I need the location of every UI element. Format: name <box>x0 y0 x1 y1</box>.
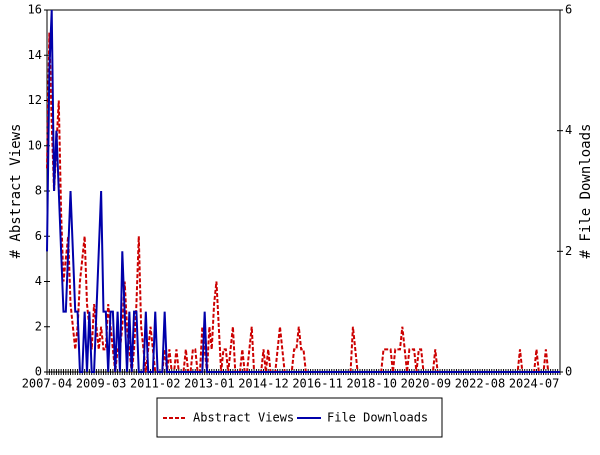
y-tick-label: 16 <box>28 3 42 17</box>
x-tick-label: 2016-11 <box>292 377 343 391</box>
y-tick-label: 10 <box>28 138 42 152</box>
x-tick-label: 2024-07 <box>509 377 560 391</box>
y-tick-label: 6 <box>35 229 42 243</box>
y-tick-label: 12 <box>28 93 42 107</box>
x-tick-label: 2020-09 <box>401 377 452 391</box>
y-tick-label: 4 <box>35 274 42 288</box>
x-tick-label: 2007-04 <box>22 377 73 391</box>
y2-axis-label: # File Downloads <box>578 124 594 259</box>
x-tick-label: 2009-03 <box>76 377 127 391</box>
y-tick-label: 2 <box>35 319 42 333</box>
legend-label: File Downloads <box>327 411 428 425</box>
y-axis-label: # Abstract Views <box>8 124 24 259</box>
y-tick-label: 8 <box>35 184 42 198</box>
y-tick-label: 0 <box>35 365 42 379</box>
x-tick-label: 2014-12 <box>238 377 289 391</box>
y-tick-label: 14 <box>28 48 42 62</box>
series-line <box>46 9 560 373</box>
x-tick-label: 2022-08 <box>455 377 506 391</box>
y2-tick-label: 6 <box>565 3 572 17</box>
y2-tick-label: 2 <box>565 244 572 258</box>
series-line <box>46 32 560 373</box>
legend-label: Abstract Views <box>193 411 294 425</box>
y2-tick-label: 0 <box>565 365 572 379</box>
x-tick-label: 2013-01 <box>184 377 235 391</box>
x-tick-label: 2018-10 <box>346 377 397 391</box>
legend-box <box>156 397 443 438</box>
x-tick-label: 2011-02 <box>130 377 181 391</box>
y2-tick-label: 4 <box>565 123 572 137</box>
